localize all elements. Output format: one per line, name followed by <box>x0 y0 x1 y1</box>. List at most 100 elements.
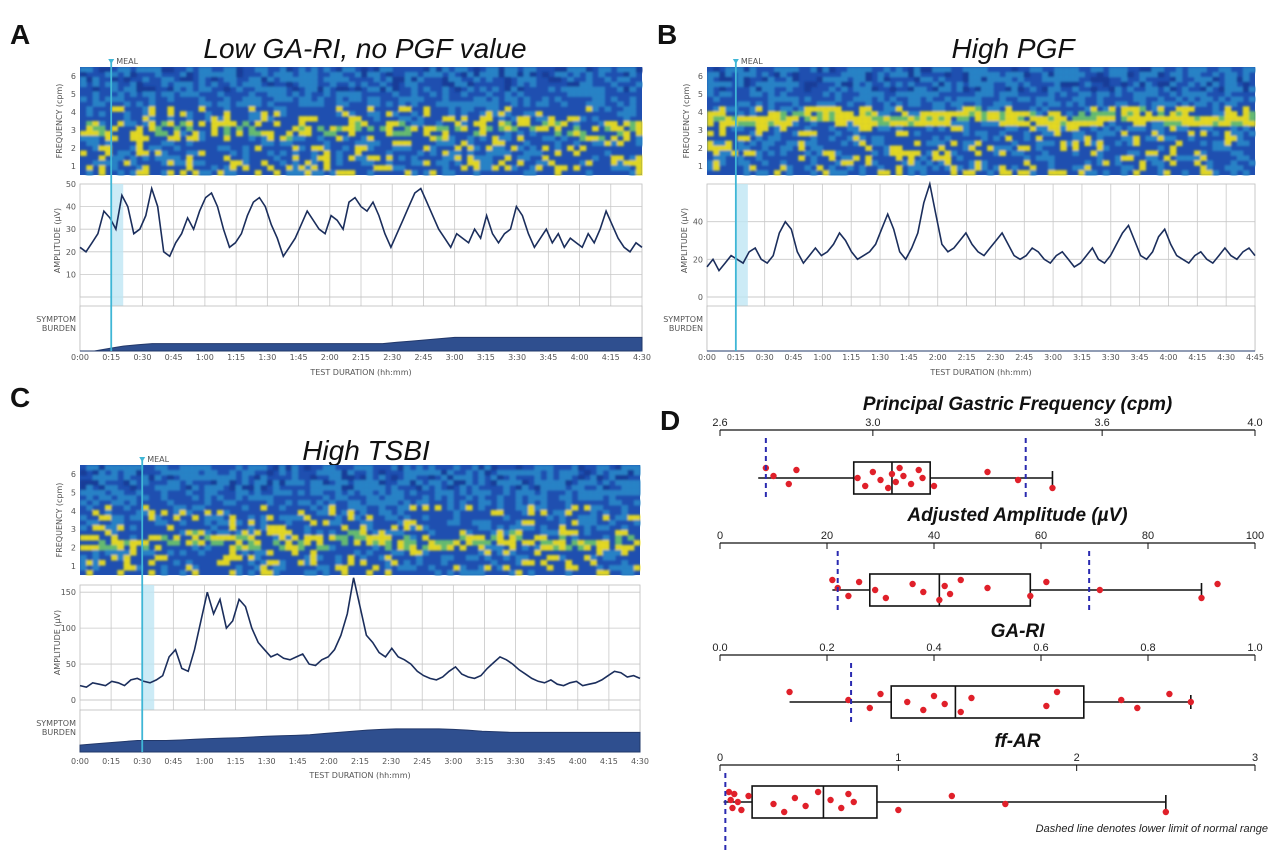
spectrogram-cell <box>517 130 524 137</box>
spectrogram-cell <box>266 480 274 486</box>
spectrogram-cell <box>1054 121 1061 127</box>
spectrogram-cell <box>841 121 848 127</box>
spectrogram-cell <box>1133 140 1140 147</box>
spectrogram-cell <box>123 505 131 511</box>
spectrogram-cell <box>567 67 574 73</box>
spectrogram-cell <box>392 121 399 127</box>
spectrogram-cell <box>173 560 181 566</box>
spectrogram-cell <box>546 480 554 486</box>
spectrogram-cell <box>447 480 454 486</box>
spectrogram-cell <box>422 550 429 556</box>
spectrogram-cell <box>1224 67 1232 73</box>
data-point <box>946 590 954 598</box>
spectrogram-cell <box>761 160 769 166</box>
spectrogram-cell <box>136 125 143 132</box>
spectrogram-cell <box>548 116 556 122</box>
spectrogram-cell <box>1200 67 1207 73</box>
spectrogram-cell <box>384 540 392 546</box>
spectrogram-cell <box>615 530 622 536</box>
spectrogram-cell <box>422 470 429 476</box>
spectrogram-cell <box>285 530 293 536</box>
x-tick-label: 2:30 <box>986 353 1004 362</box>
spectrogram-cell <box>907 67 915 73</box>
spectrogram-cell <box>974 111 982 117</box>
spectrogram-cell <box>1206 165 1213 171</box>
spectrogram-cell <box>1212 111 1220 117</box>
panel-label-a: A <box>10 19 30 50</box>
spectrogram-cell <box>417 96 424 102</box>
spectrogram-cell <box>248 560 255 566</box>
spectrogram-cell <box>417 160 424 166</box>
spectrogram-cell <box>484 555 492 561</box>
data-point <box>1187 698 1195 706</box>
spectrogram-cell <box>719 145 726 151</box>
spectrogram-cell <box>316 510 324 516</box>
spectrogram-cell <box>627 485 635 491</box>
spectrogram-cell <box>86 121 93 127</box>
spectrogram-cell <box>186 155 193 161</box>
spectrogram-cell <box>98 480 106 486</box>
spectrogram-cell <box>871 140 879 147</box>
spectrogram-cell <box>465 570 473 576</box>
spectrogram-cell <box>391 475 398 481</box>
spectrogram-cell <box>111 470 118 476</box>
spectrogram-cell <box>780 111 787 117</box>
spectrogram-cell <box>304 560 311 566</box>
symptom-frame <box>706 305 1256 352</box>
spectrogram-cell <box>272 530 280 536</box>
spectrogram-cell <box>521 560 529 566</box>
spectrogram-cell <box>1230 76 1238 83</box>
spectrogram-cell <box>129 465 137 471</box>
spectrogram-cell <box>804 81 812 88</box>
spectrogram-cell <box>366 525 373 531</box>
spectrogram-cell <box>304 116 312 122</box>
spectrogram-cell <box>485 67 493 73</box>
x-tick-label: 4:15 <box>602 353 620 362</box>
spectrogram-cell <box>1157 121 1165 127</box>
spectrogram-cell <box>386 71 393 78</box>
spectrogram-cell <box>755 81 763 88</box>
spectrogram-cell <box>523 140 531 147</box>
spectrogram-cell <box>914 150 921 156</box>
spectrogram-cell <box>411 125 418 132</box>
freq-tick-label: 1 <box>698 162 703 171</box>
spectrogram-cell <box>743 67 751 73</box>
x-tick-label: 2:45 <box>414 353 432 362</box>
spectrogram-cell <box>403 535 411 541</box>
spectrogram-cell <box>105 96 112 102</box>
spectrogram-cell <box>596 475 604 481</box>
spectrogram-cell <box>248 101 256 107</box>
spectrogram-cell <box>490 530 498 536</box>
spectrogram-cell <box>999 150 1006 156</box>
spectrogram-cell <box>453 540 461 546</box>
spectrogram-cell <box>1084 165 1092 171</box>
spectrogram-cell <box>590 540 597 546</box>
spectrogram-cell <box>266 560 274 566</box>
spectrogram-cell <box>859 96 866 102</box>
data-point <box>869 468 877 476</box>
spectrogram-cell <box>459 535 467 541</box>
spectrogram-cell <box>434 470 442 476</box>
spectrogram-cell <box>623 135 631 142</box>
spectrogram-cell <box>504 71 512 78</box>
spectrogram-cell <box>792 111 799 117</box>
spectrogram-cell <box>472 570 479 576</box>
spectrogram-cell <box>1248 96 1256 102</box>
panel-label-b: B <box>657 19 677 50</box>
amp-tick-label: 0 <box>71 696 76 705</box>
spectrogram-cell <box>392 140 399 147</box>
spectrogram-cell <box>335 490 342 496</box>
spectrogram-cell <box>210 485 218 491</box>
spectrogram-cell <box>810 81 818 88</box>
data-point <box>984 584 991 592</box>
spectrogram-cell <box>404 130 412 137</box>
spectrogram-cell <box>1181 170 1189 176</box>
spectrogram-cell <box>267 150 275 156</box>
spectrogram-cell <box>260 485 268 491</box>
spectrogram-cell <box>1242 116 1250 122</box>
spectrogram-cell <box>216 560 224 566</box>
spectrogram-cell <box>478 475 485 481</box>
spectrogram-cell <box>473 67 481 73</box>
spectrogram-cell <box>883 145 891 151</box>
